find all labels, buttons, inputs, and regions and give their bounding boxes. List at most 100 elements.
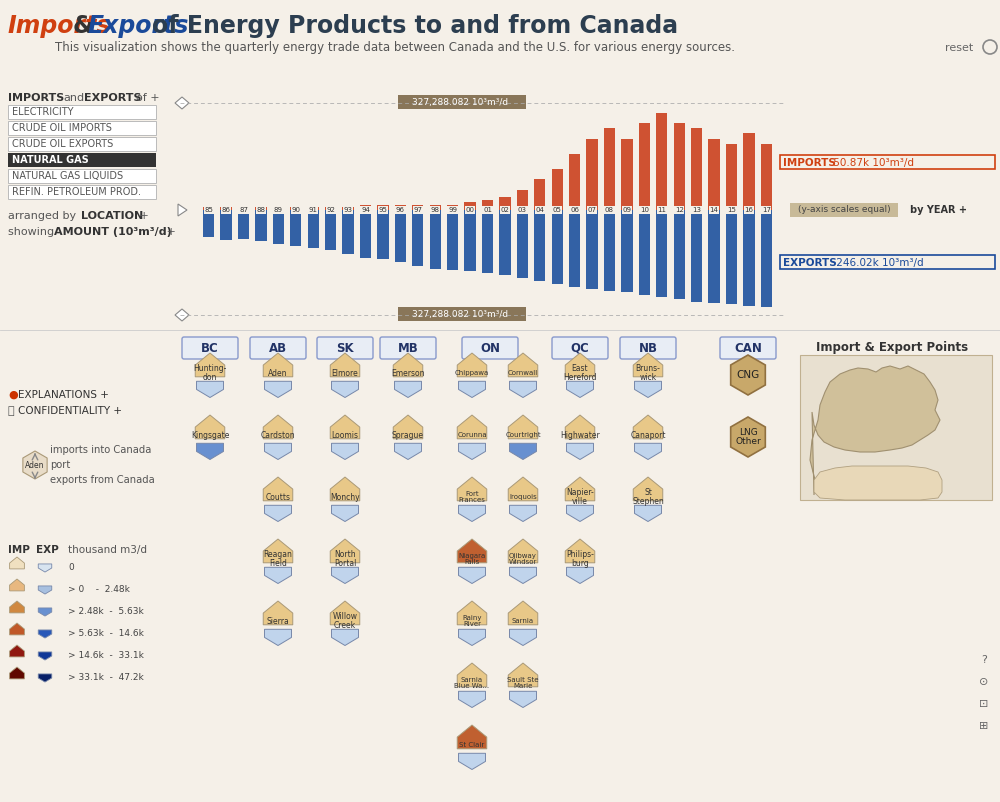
Text: > 0    -  2.48k: > 0 - 2.48k	[68, 585, 130, 594]
Text: QC: QC	[571, 342, 589, 354]
Polygon shape	[38, 674, 52, 682]
Polygon shape	[565, 415, 595, 439]
Polygon shape	[330, 539, 360, 563]
Polygon shape	[457, 663, 487, 687]
Bar	[430, 205, 441, 210]
Text: EXPORTS: EXPORTS	[84, 93, 142, 103]
Text: 86: 86	[222, 207, 231, 213]
Bar	[342, 210, 354, 253]
Text: Import & Export Points: Import & Export Points	[816, 342, 968, 354]
Polygon shape	[195, 353, 225, 377]
FancyBboxPatch shape	[182, 337, 238, 359]
Polygon shape	[38, 608, 52, 616]
Bar	[255, 210, 267, 241]
Bar	[447, 210, 458, 270]
Polygon shape	[457, 477, 487, 500]
FancyBboxPatch shape	[620, 337, 676, 359]
Polygon shape	[263, 477, 293, 500]
Text: EXPORTS: EXPORTS	[783, 258, 837, 268]
Text: 10: 10	[640, 207, 649, 213]
Text: East
Hereford: East Hereford	[563, 364, 597, 383]
Text: and: and	[63, 93, 84, 103]
Bar	[569, 210, 580, 286]
Bar	[552, 169, 563, 210]
Text: reset: reset	[945, 43, 973, 53]
FancyBboxPatch shape	[317, 337, 373, 359]
Bar	[377, 210, 389, 259]
Polygon shape	[178, 204, 187, 216]
Bar	[726, 144, 737, 210]
Bar	[325, 208, 336, 210]
Bar	[290, 210, 301, 245]
Text: 327,288.082 10³m³/d: 327,288.082 10³m³/d	[412, 310, 508, 319]
Text: ?: ?	[981, 655, 987, 665]
Polygon shape	[23, 451, 47, 479]
Text: > 14.6k  -  33.1k: > 14.6k - 33.1k	[68, 651, 144, 661]
Bar	[377, 205, 389, 210]
Text: > 33.1k  -  47.2k: > 33.1k - 47.2k	[68, 674, 144, 683]
Text: of +: of +	[136, 93, 160, 103]
Text: 02: 02	[500, 207, 509, 213]
Bar	[203, 210, 214, 237]
Polygon shape	[332, 381, 358, 398]
Bar	[621, 210, 633, 292]
Bar	[395, 210, 406, 262]
Bar	[691, 210, 702, 302]
Polygon shape	[263, 539, 293, 563]
Text: ELECTRICITY: ELECTRICITY	[12, 107, 74, 117]
Bar	[342, 208, 354, 210]
Text: Loomis: Loomis	[332, 431, 358, 439]
Text: 95: 95	[379, 207, 387, 213]
Text: Sierra: Sierra	[267, 617, 289, 626]
Bar	[517, 189, 528, 210]
Text: +: +	[163, 227, 176, 237]
Polygon shape	[195, 415, 225, 439]
Text: thousand m3/d: thousand m3/d	[68, 545, 147, 555]
Bar	[499, 197, 511, 210]
Bar	[534, 210, 545, 281]
Text: Kingsgate: Kingsgate	[191, 431, 229, 439]
Polygon shape	[565, 539, 595, 563]
Text: 07: 07	[588, 207, 597, 213]
Text: LOCATION: LOCATION	[81, 211, 143, 221]
Bar	[220, 210, 232, 240]
Text: Canaport: Canaport	[630, 431, 666, 439]
Text: 16: 16	[744, 207, 753, 213]
Bar	[604, 128, 615, 210]
Bar	[639, 124, 650, 210]
Polygon shape	[332, 567, 358, 584]
Text: Niagara
Falls: Niagara Falls	[458, 553, 486, 565]
Text: 01: 01	[483, 207, 492, 213]
Polygon shape	[263, 415, 293, 439]
Text: Hunting-
don: Hunting- don	[193, 364, 227, 383]
Bar	[604, 210, 615, 290]
Bar	[273, 208, 284, 210]
Text: Cornwall: Cornwall	[508, 371, 538, 376]
Text: Willow
Creek: Willow Creek	[332, 612, 358, 630]
Text: 87: 87	[239, 207, 248, 213]
Polygon shape	[510, 630, 536, 646]
Polygon shape	[264, 444, 292, 460]
Bar	[569, 154, 580, 210]
Text: AB: AB	[269, 342, 287, 354]
Bar	[447, 205, 458, 210]
Text: LNG
Other: LNG Other	[735, 427, 761, 447]
Text: This visualization shows the quarterly energy trade data between Canada and the : This visualization shows the quarterly e…	[55, 42, 735, 55]
Polygon shape	[566, 444, 594, 460]
Polygon shape	[510, 567, 536, 584]
Bar	[586, 210, 598, 290]
Text: 17: 17	[762, 207, 771, 213]
Polygon shape	[330, 477, 360, 500]
Bar	[674, 210, 685, 299]
Polygon shape	[731, 355, 765, 395]
Polygon shape	[510, 691, 536, 707]
Polygon shape	[508, 663, 538, 687]
Polygon shape	[510, 505, 536, 521]
Text: NATURAL GAS: NATURAL GAS	[12, 155, 89, 165]
Polygon shape	[458, 505, 486, 521]
Polygon shape	[264, 505, 292, 521]
Polygon shape	[457, 415, 487, 439]
Text: Elmore: Elmore	[332, 369, 358, 378]
Polygon shape	[175, 309, 189, 321]
Polygon shape	[332, 630, 358, 646]
